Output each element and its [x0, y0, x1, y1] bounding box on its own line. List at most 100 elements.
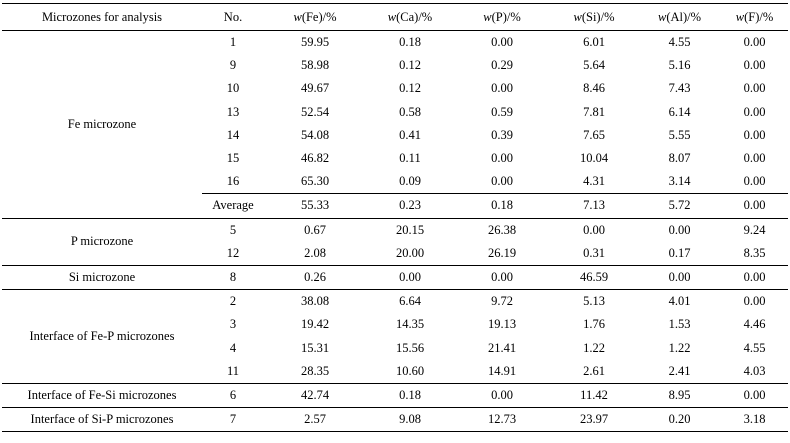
sample-number: 8: [202, 265, 264, 291]
microzone-label: Interface of Fe-Si microzones: [2, 383, 202, 409]
sample-number: 12: [202, 241, 264, 266]
value-p: 0.00: [491, 81, 513, 96]
microzone-composition-table: Microzones for analysis No. w(Fe)/% w(Ca…: [2, 3, 788, 433]
value-f: 0.00: [743, 81, 766, 96]
microzone-label: P microzone: [2, 218, 202, 266]
value-fe: 55.33: [264, 193, 366, 219]
table-row: 9 58.98 0.12 0.29 5.64 5.16 0.00: [2, 54, 788, 77]
value-p: 12.73: [454, 407, 550, 433]
value-si: 4.31: [583, 174, 605, 189]
table-row: 11 28.35 10.60 14.91 2.61 2.41 4.03: [2, 359, 788, 384]
table-row: 10 49.67 0.12 0.00 8.46 7.43 0.00: [2, 77, 788, 100]
value-si: 46.59: [550, 265, 638, 291]
value-p: 0.59: [491, 104, 513, 119]
table-row: Fe microzone 1 59.95 0.18 0.00 6.01 4.55 0.00: [2, 30, 788, 219]
value-fe: 59.95: [300, 35, 330, 50]
value-ca: 0.00: [366, 265, 454, 291]
value-al: 1.22: [668, 340, 691, 355]
value-al: 5.55: [668, 127, 691, 142]
value-al: 0.20: [638, 407, 721, 433]
average-label: Average: [202, 193, 264, 219]
header-ca: w(Ca)/%: [366, 3, 454, 31]
table-row: Si microzone 8 0.26 0.00 0.00 46.59 0.00 0.00: [2, 265, 788, 291]
value-p: 0.00: [491, 35, 513, 50]
value-p: 0.39: [491, 127, 513, 142]
value-ca: 0.41: [399, 127, 421, 142]
value-fe: 58.98: [300, 58, 330, 73]
value-f: 0.00: [721, 193, 788, 219]
header-f: w(F)/%: [721, 3, 788, 31]
table-row: P microzone 5 0.67 20.15 26.38 0.00 0.00 9.24: [2, 218, 788, 266]
sample-number: 2: [229, 294, 237, 309]
sample-number: 16: [226, 174, 240, 189]
value-fe: 49.67: [300, 81, 330, 96]
value-ca: 0.12: [399, 81, 421, 96]
header-microzones: Microzones for analysis: [2, 3, 202, 31]
value-p: 19.13: [487, 317, 517, 332]
table-row: Interface of Fe-Si microzones 6 42.74 0.18 0…: [2, 383, 788, 409]
value-p: 26.38: [487, 222, 517, 237]
value-p: 14.91: [454, 359, 550, 384]
value-fe: 15.31: [300, 340, 330, 355]
value-si: 7.13: [550, 193, 638, 219]
table-row: 16 65.30 0.09 0.00 4.31 3.14 0.00: [2, 170, 788, 194]
value-si: 7.81: [583, 104, 605, 119]
value-al: 2.41: [638, 359, 721, 384]
value-si: 1.76: [583, 317, 605, 332]
sample-number: 9: [229, 58, 237, 73]
sample-number: 1: [229, 35, 237, 50]
value-si: 6.01: [583, 35, 605, 50]
value-al: 4.55: [668, 35, 691, 50]
value-ca: 9.08: [366, 407, 454, 433]
value-f: 3.18: [721, 407, 788, 433]
value-si: 11.42: [550, 383, 638, 409]
value-si: 0.00: [583, 222, 605, 237]
table-row: 3 19.42 14.35 19.13 1.76 1.53 4.46: [2, 313, 788, 336]
header-fe: w(Fe)/%: [264, 3, 366, 31]
value-al: 6.14: [668, 104, 691, 119]
value-ca: 0.18: [399, 35, 421, 50]
value-al: 5.16: [668, 58, 691, 73]
table-row: 13 52.54 0.58 0.59 7.81 6.14 0.00: [2, 101, 788, 124]
sample-number: 15: [226, 151, 240, 166]
value-si: 1.22: [583, 340, 605, 355]
value-ca: 10.60: [366, 359, 454, 384]
value-f: 0.00: [721, 265, 788, 291]
value-p: 0.00: [491, 174, 513, 189]
table-row: 15 46.82 0.11 0.00 10.04 8.07 0.00: [2, 147, 788, 170]
value-fe: 46.82: [300, 151, 330, 166]
value-si: 5.13: [583, 294, 605, 309]
header-p: w(P)/%: [454, 3, 550, 31]
header-al: w(Al)/%: [638, 3, 721, 31]
header-si: w(Si)/%: [550, 3, 638, 31]
value-fe: 42.74: [264, 383, 366, 409]
value-al: 3.14: [668, 174, 691, 189]
value-p: 0.00: [454, 265, 550, 291]
value-f: 4.55: [743, 340, 766, 355]
value-f: 0.00: [743, 58, 766, 73]
table-row: 14 54.08 0.41 0.39 7.65 5.55 0.00: [2, 124, 788, 147]
value-p: 0.29: [491, 58, 513, 73]
sample-number: 3: [229, 317, 237, 332]
value-fe: 54.08: [300, 127, 330, 142]
value-f: 9.24: [743, 222, 766, 237]
value-si: 8.46: [583, 81, 605, 96]
microzone-label: Interface of Si-P microzones: [2, 407, 202, 433]
value-ca: 0.18: [366, 383, 454, 409]
value-p: 0.18: [454, 193, 550, 219]
value-al: 5.72: [638, 193, 721, 219]
value-ca: 0.12: [399, 58, 421, 73]
value-f: 0.00: [743, 35, 766, 50]
value-si: 2.61: [550, 359, 638, 384]
value-f: 0.00: [743, 104, 766, 119]
value-al: 7.43: [668, 81, 691, 96]
value-ca: 0.09: [399, 174, 421, 189]
sample-number: 5: [229, 222, 237, 237]
value-f: 0.00: [743, 151, 766, 166]
value-ca: 20.15: [395, 222, 425, 237]
value-f: 0.00: [743, 294, 766, 309]
value-p: 9.72: [491, 294, 513, 309]
value-p: 0.00: [491, 151, 513, 166]
value-fe: 19.42: [300, 317, 330, 332]
